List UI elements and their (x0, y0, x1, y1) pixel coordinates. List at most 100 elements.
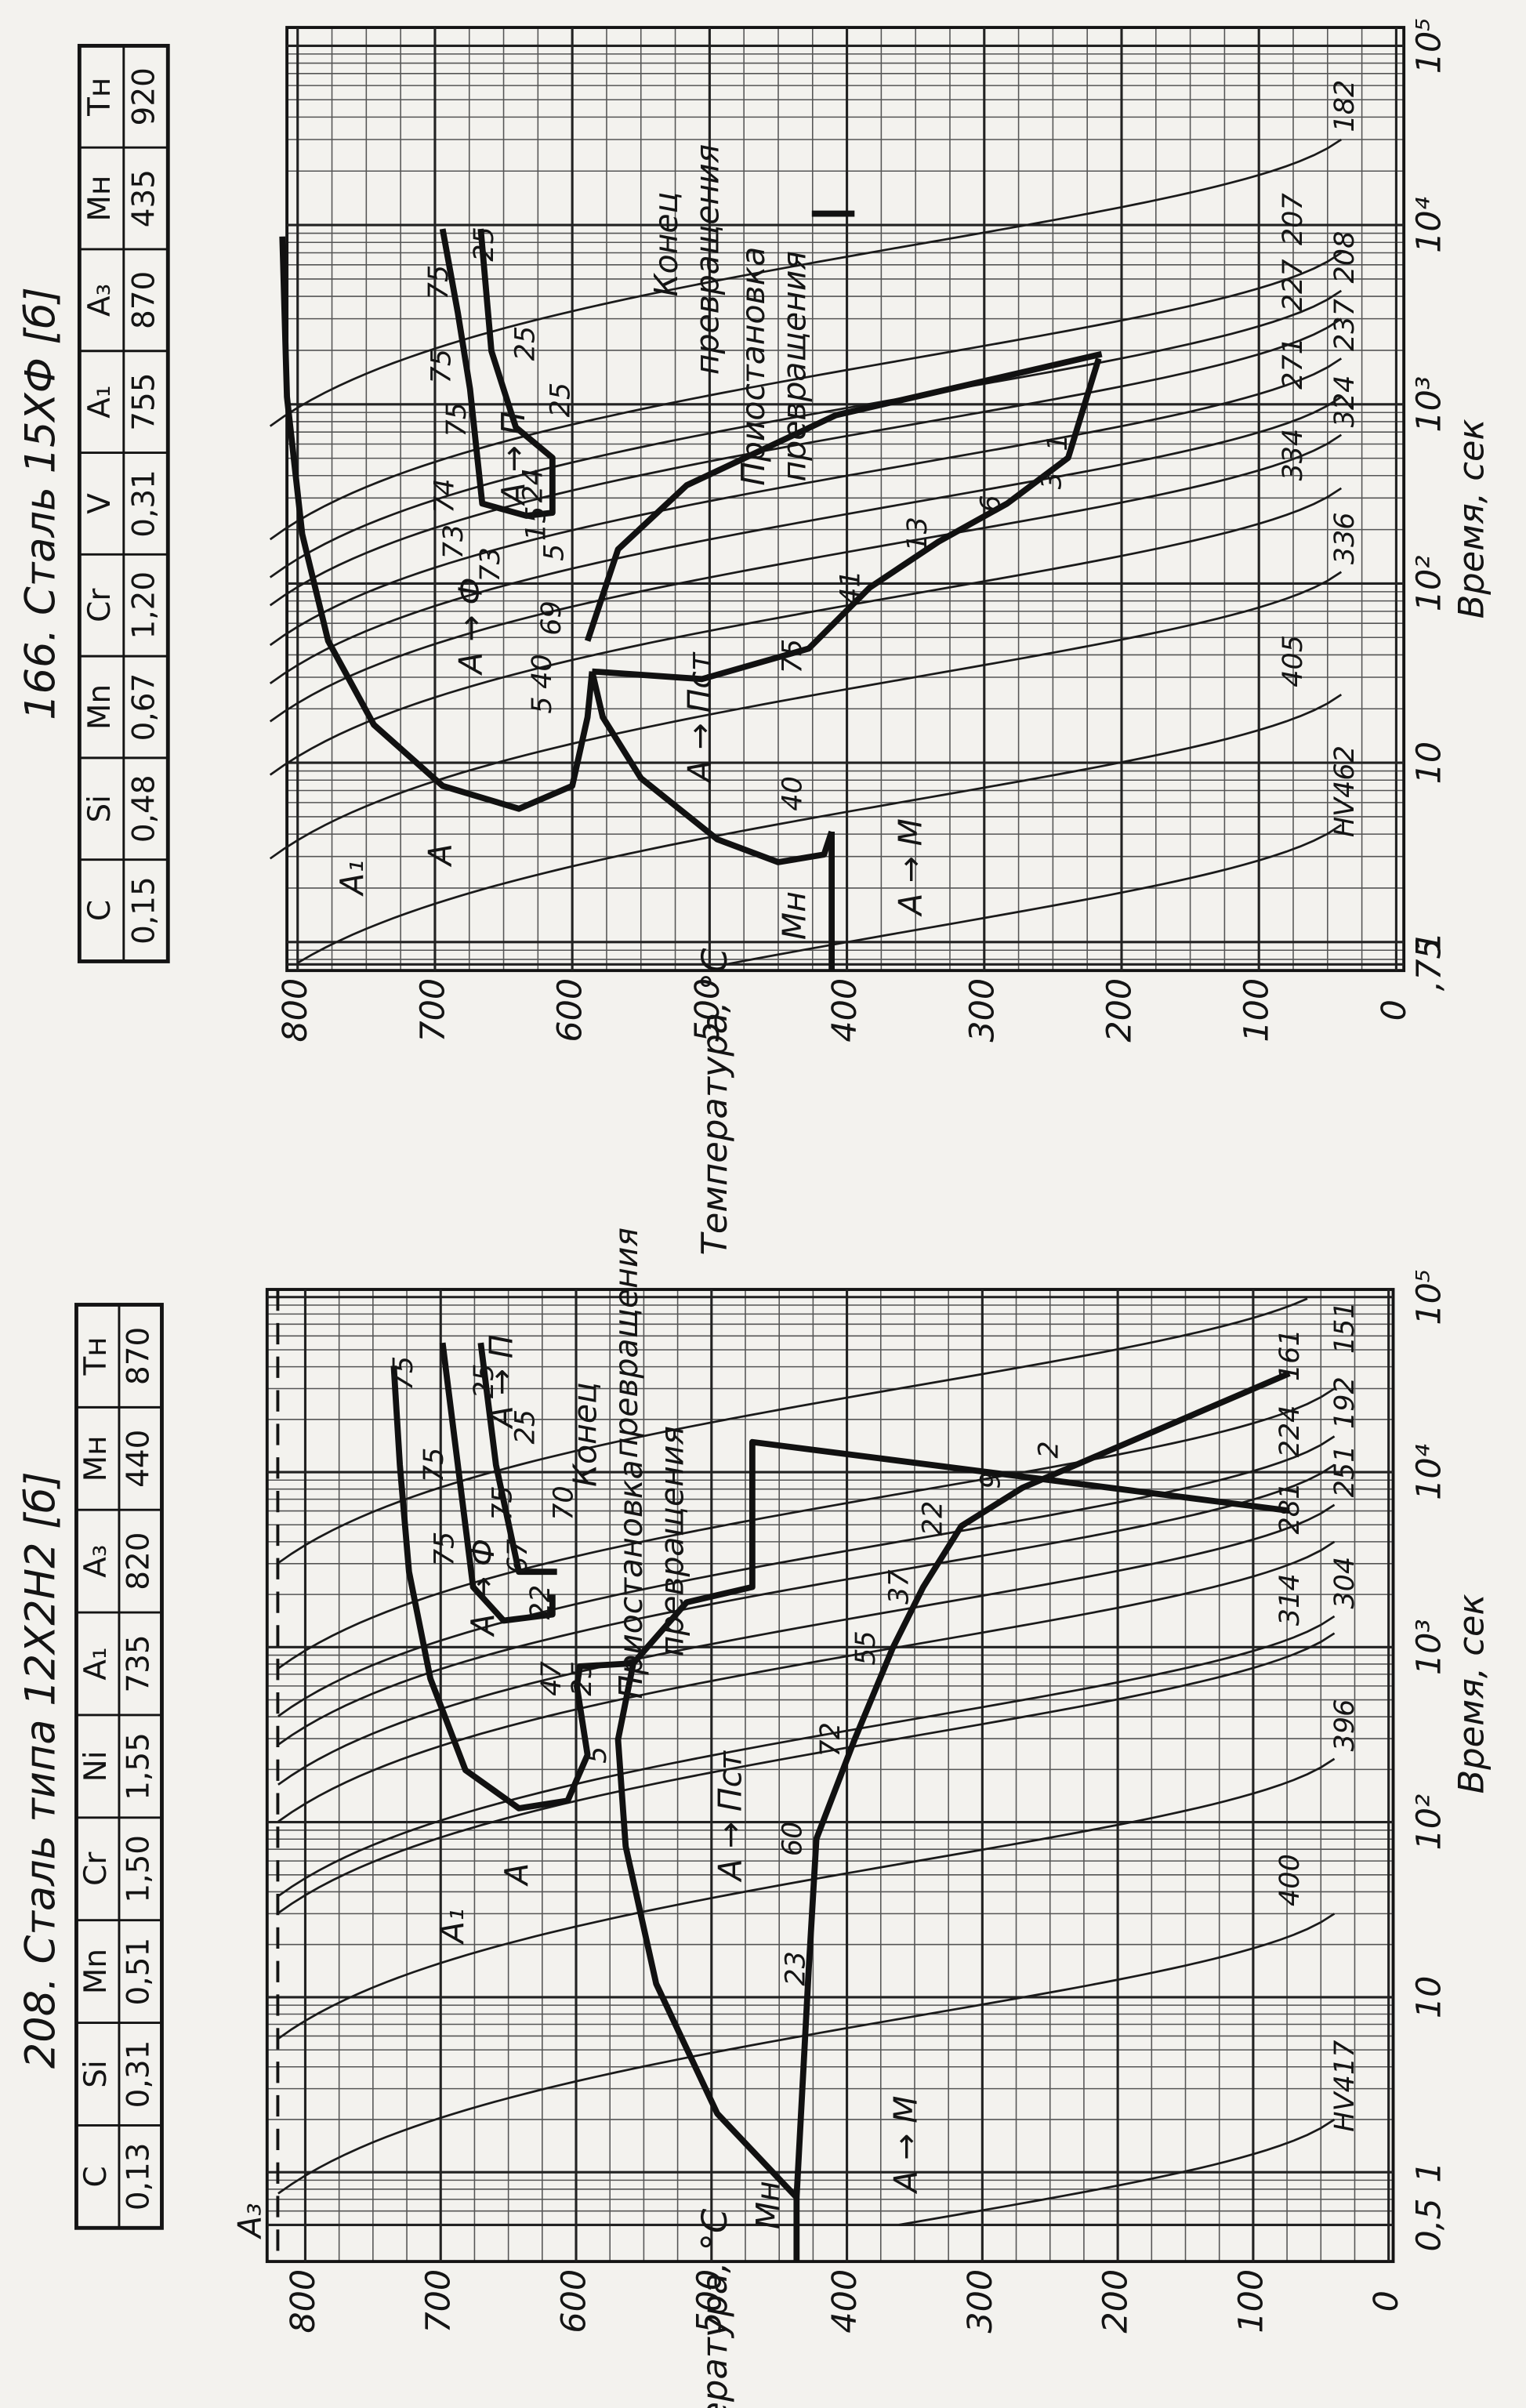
region-label: A → M (891, 818, 929, 917)
table-header-cell: A₁ (78, 1647, 114, 1680)
cooling-curve (269, 138, 1343, 427)
temperature-tick-label: 200 (1096, 2269, 1136, 2334)
hardness-label: 271 (1277, 337, 1309, 390)
table-header-cell: Mн (78, 1435, 114, 1481)
temperature-tick-label: 100 (1238, 978, 1277, 1043)
cooling-curve (725, 824, 1343, 966)
region-label: 41 (834, 570, 866, 605)
temperature-tick-label: 700 (419, 2269, 459, 2334)
region-label: 25 (545, 383, 577, 418)
region-label: A → M (886, 2095, 924, 2194)
transformation-boundary (592, 357, 1102, 683)
table-header-cell: Cr (78, 1852, 114, 1886)
hardness-label: 161 (1274, 1329, 1306, 1381)
region-label: 25 (566, 1661, 598, 1696)
time-tick-label: 10² (1410, 1794, 1449, 1851)
region-label: 22 (524, 1585, 556, 1620)
table-value-cell: 440 (121, 1430, 157, 1488)
time-tick-label: 10⁵ (1410, 1269, 1449, 1325)
transformation-boundary (584, 350, 1103, 642)
region-label: 40 (776, 776, 808, 811)
hardness-label: 396 (1328, 1699, 1361, 1752)
hardness-label: 182 (1328, 80, 1361, 132)
region-label: 37 (883, 1569, 915, 1605)
hardness-label: 251 (1328, 1445, 1361, 1498)
hardness-label: 237 (1328, 299, 1361, 351)
region-label: 47 (535, 1661, 567, 1696)
region-label: Приостановка (734, 247, 772, 486)
table-value-cell: 920 (127, 67, 162, 125)
region-label: 75 (426, 349, 458, 384)
region-label: A → П (483, 1334, 520, 1430)
table-header-cell: Tн (82, 78, 118, 117)
temperature-tick-label: 0 (1375, 999, 1414, 1021)
table-header-cell: Si (82, 795, 118, 823)
region-label: 23 (779, 1951, 811, 1986)
temperature-tick-label: 600 (551, 978, 590, 1043)
region-label: Mн (775, 891, 813, 940)
temperature-tick-label: 400 (825, 978, 864, 1043)
temperature-tick-label: 200 (1100, 978, 1139, 1043)
region-label: 75 (487, 1485, 519, 1521)
time-tick-label: 1 (1410, 931, 1449, 952)
table-value-cell: 1,55 (121, 1732, 157, 1801)
region-label: 55 (850, 1630, 882, 1666)
table-value-cell: 0,67 (127, 673, 162, 742)
cooling-curve (269, 433, 1343, 723)
cooling-curve (297, 694, 1343, 964)
region-label: 70 (547, 1485, 579, 1521)
region-label: 5 (581, 1746, 613, 1764)
hardness-label: 405 (1277, 635, 1309, 687)
region-label: 60 (776, 1822, 808, 1857)
region-label: 25 (509, 1409, 542, 1445)
region-label: A (498, 1863, 535, 1888)
temperature-tick-label: 600 (555, 2269, 594, 2334)
time-tick-label: 10⁴ (1410, 197, 1449, 253)
region-label: A → Пст (712, 1750, 749, 1883)
table-header-cell: Mn (82, 684, 118, 730)
temperature-tick-label: 400 (825, 2269, 864, 2334)
table-value-cell: 870 (127, 271, 162, 329)
temperature-tick-label: 0 (1367, 2290, 1406, 2312)
transformation-boundary (439, 228, 556, 519)
region-label: A → Ф (464, 1539, 502, 1637)
time-tick-label: 10⁴ (1410, 1444, 1449, 1500)
region-label: 25 (468, 1364, 500, 1399)
region-label: 75 (776, 639, 808, 674)
time-tick-label: 1 (1410, 2162, 1449, 2183)
table-header-cell: A₃ (78, 1545, 114, 1578)
cooling-curve (277, 1632, 1336, 1914)
temperature-tick-label: 300 (961, 2269, 1000, 2334)
region-label: 3 (1035, 472, 1067, 489)
region-label: Приостановка (612, 1460, 650, 1699)
table-value-cell: 1,50 (121, 1835, 157, 1903)
diagram-title: 208. Сталь типа 12Х2Н2 [б] (16, 1471, 64, 2069)
table-value-cell: 820 (121, 1532, 157, 1590)
region-label: 67 (502, 1539, 534, 1574)
y-axis-label: Температура, °С (694, 948, 735, 1256)
region-label: 15 (520, 506, 552, 541)
region-label: A (422, 843, 459, 868)
plot-frame (285, 26, 1406, 973)
hardness-label: HV462 (1328, 745, 1361, 837)
region-label: Конец (647, 192, 685, 297)
hardness-label: 207 (1277, 193, 1309, 245)
hardness-label: 227 (1277, 259, 1309, 311)
table-value-cell: 735 (121, 1634, 157, 1692)
region-label: 1 (1042, 433, 1074, 451)
cooling-curve (277, 1503, 1336, 1786)
region-label: 72 (814, 1722, 846, 1757)
temperature-tick-label: 100 (1231, 2269, 1270, 2334)
table-header-cell: C (82, 900, 118, 921)
hardness-label: 400 (1274, 1854, 1306, 1906)
table-header-cell: V (82, 493, 118, 514)
cooling-curve (269, 571, 1343, 860)
region-label: 25 (468, 227, 500, 262)
region-label: 2 (1032, 1441, 1064, 1458)
time-tick-label: 10 (1410, 742, 1449, 784)
cooling-curve (269, 357, 1343, 647)
